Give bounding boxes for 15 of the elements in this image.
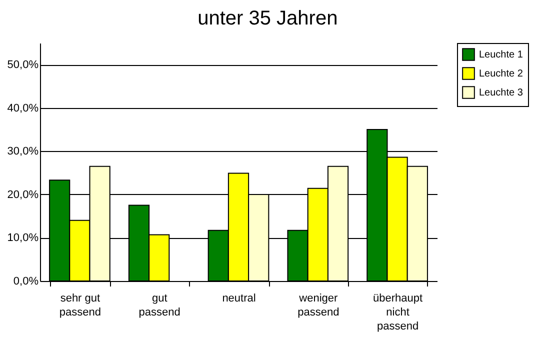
y-tick-label: 30,0% bbox=[7, 146, 39, 158]
x-tick-label: weniger passend bbox=[298, 292, 340, 318]
y-tick-label: 50,0% bbox=[7, 59, 39, 72]
y-tick-label: 0,0% bbox=[13, 276, 39, 288]
legend-label: Leuchte 2 bbox=[479, 68, 524, 80]
x-tick-label: gut passend bbox=[138, 292, 180, 318]
x-tick-label: überhaupt nicht passend bbox=[373, 292, 423, 332]
legend-label: Leuchte 3 bbox=[479, 88, 524, 98]
chart-title: unter 35 Jahren bbox=[198, 8, 338, 30]
y-tick-label: 40,0% bbox=[7, 102, 39, 114]
legend-label: Leuchte 1 bbox=[479, 50, 524, 60]
x-tick-label: neutral bbox=[222, 292, 256, 304]
x-tick-label: sehr gut passend bbox=[59, 292, 101, 318]
y-tick-label: 10,0% bbox=[7, 232, 39, 244]
y-tick-label: 20,0% bbox=[7, 188, 39, 201]
